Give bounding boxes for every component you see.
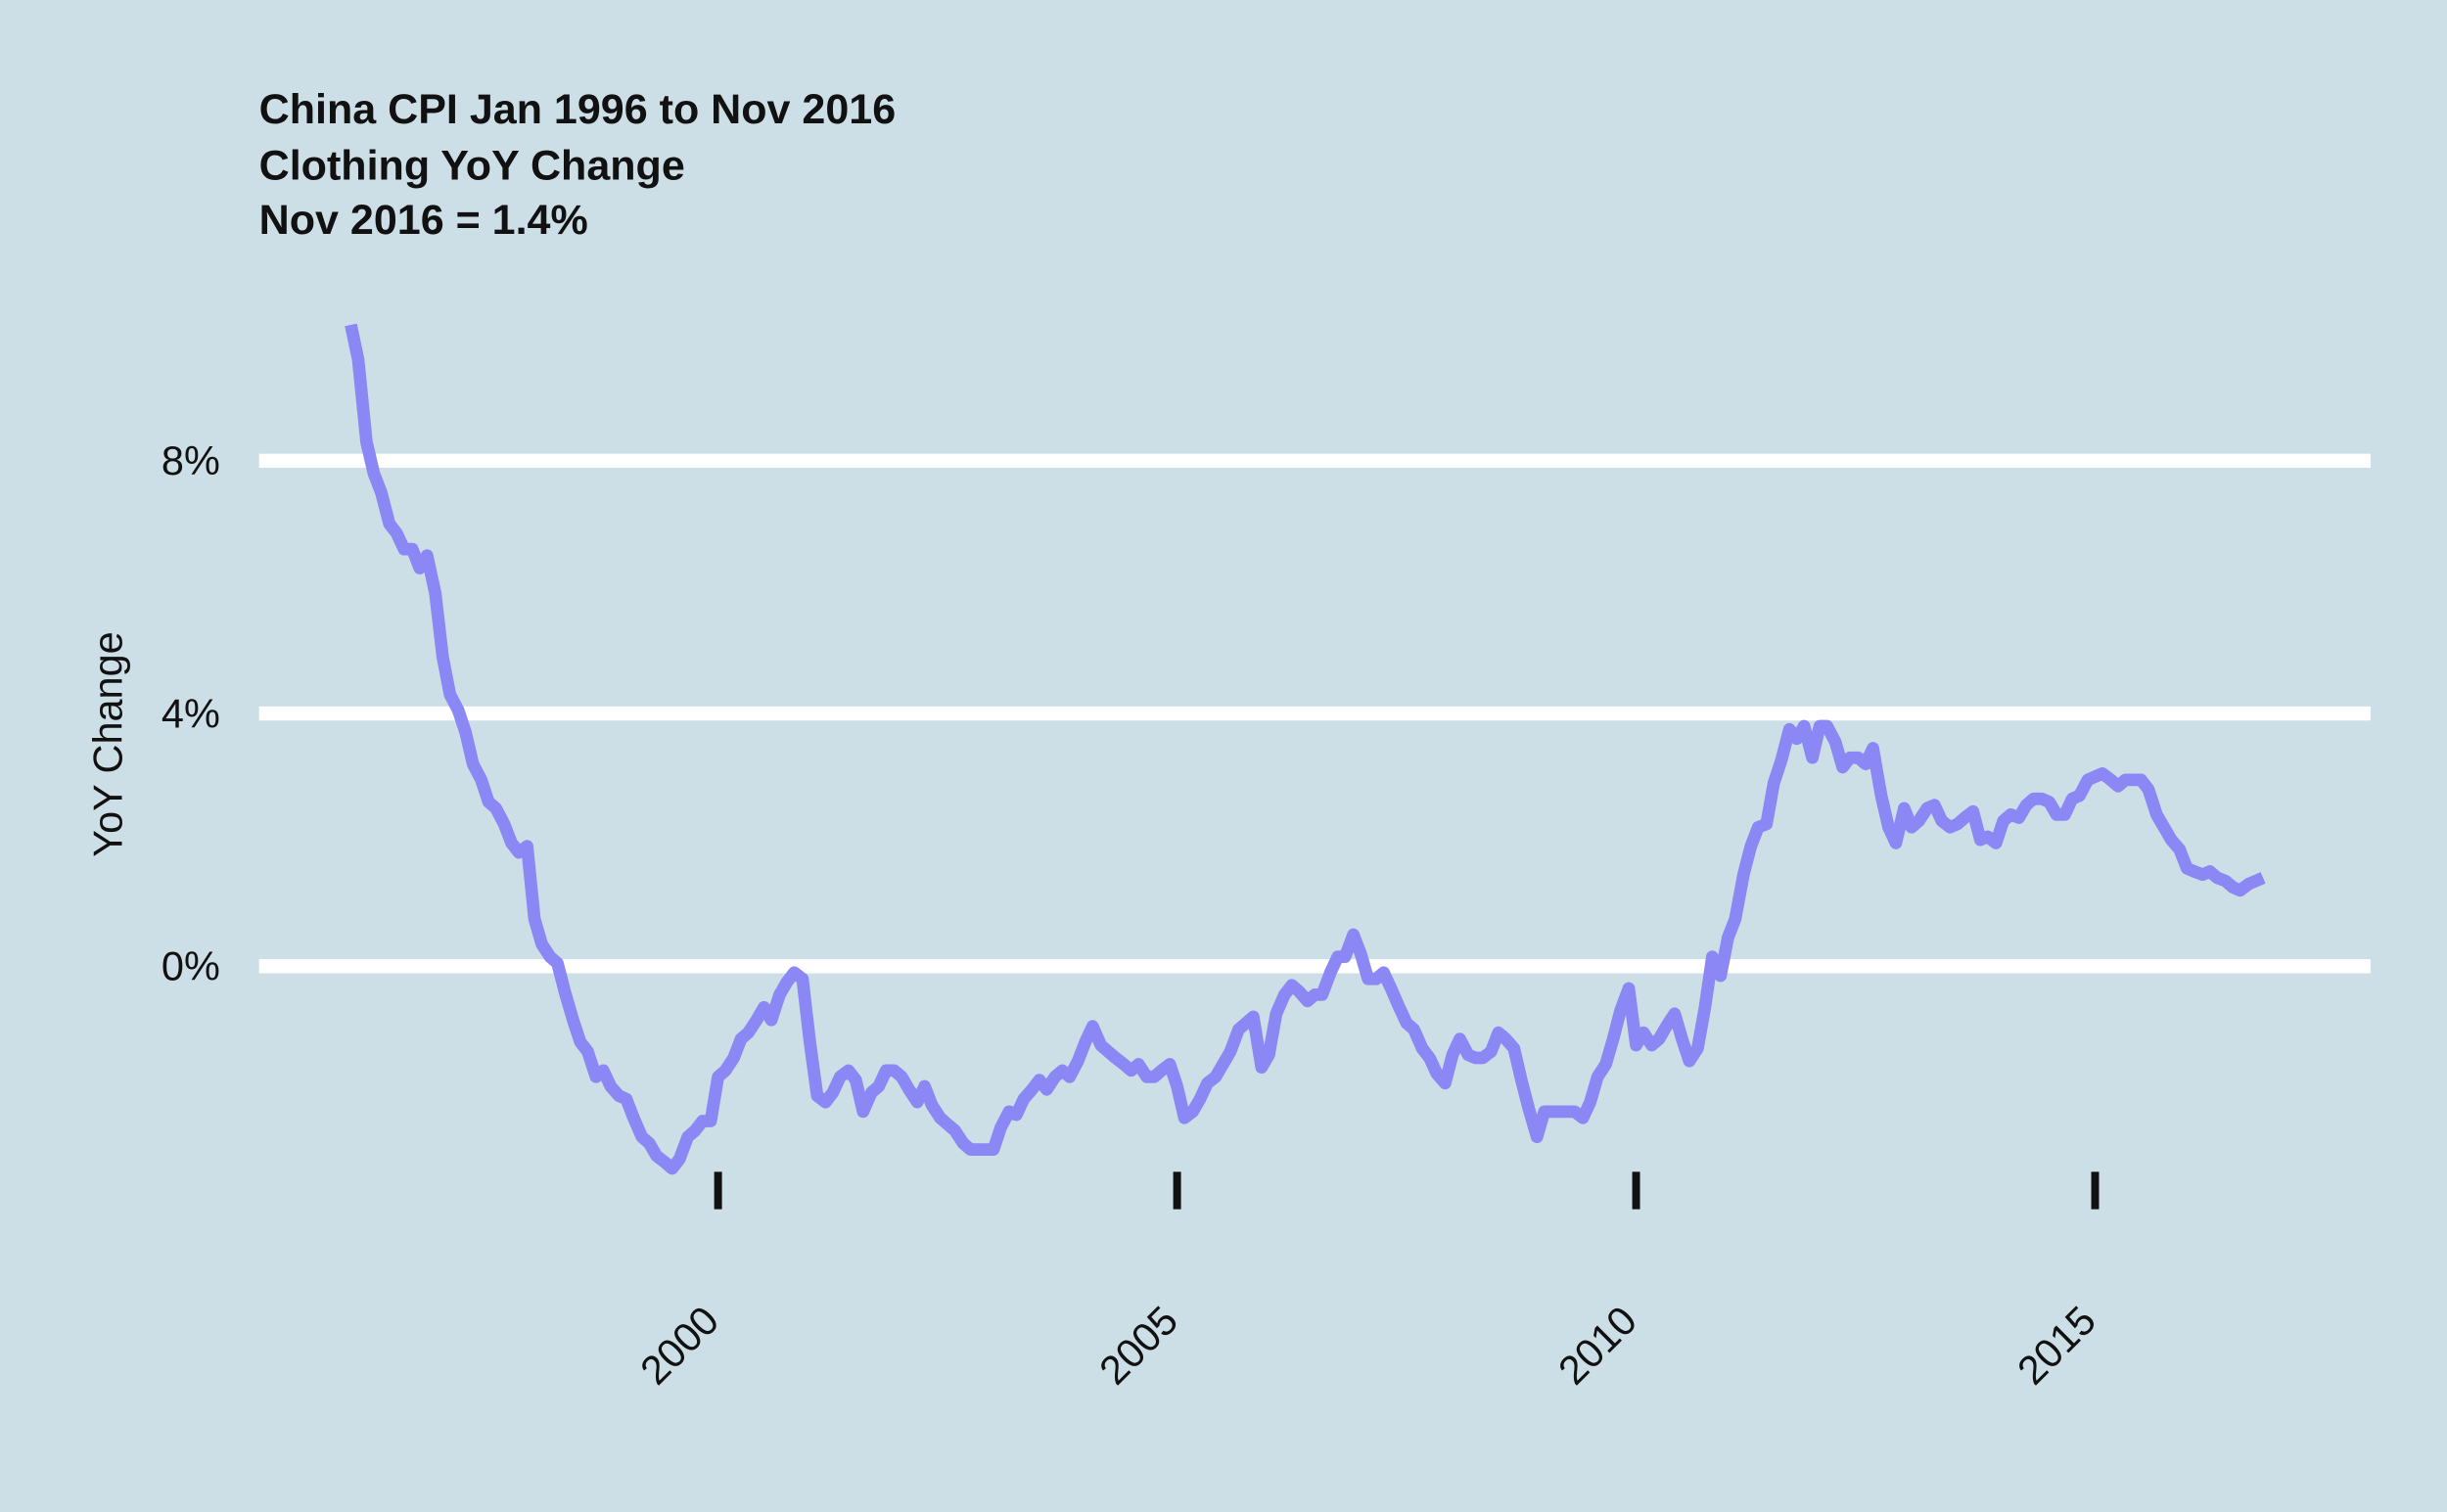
y-tick-label: 4%: [162, 690, 220, 736]
chart-title: China CPI Jan 1996 to Nov 2016: [259, 86, 897, 133]
y-tick-label: 0%: [162, 943, 220, 989]
chart-subtitle: Nov 2016 = 1.4%: [259, 197, 588, 244]
data-line: [345, 323, 2266, 1175]
chart-subtitle: Clothing YoY Change: [259, 142, 685, 189]
y-tick-label: 8%: [162, 437, 220, 483]
y-axis-label: YoY Change: [84, 631, 130, 856]
